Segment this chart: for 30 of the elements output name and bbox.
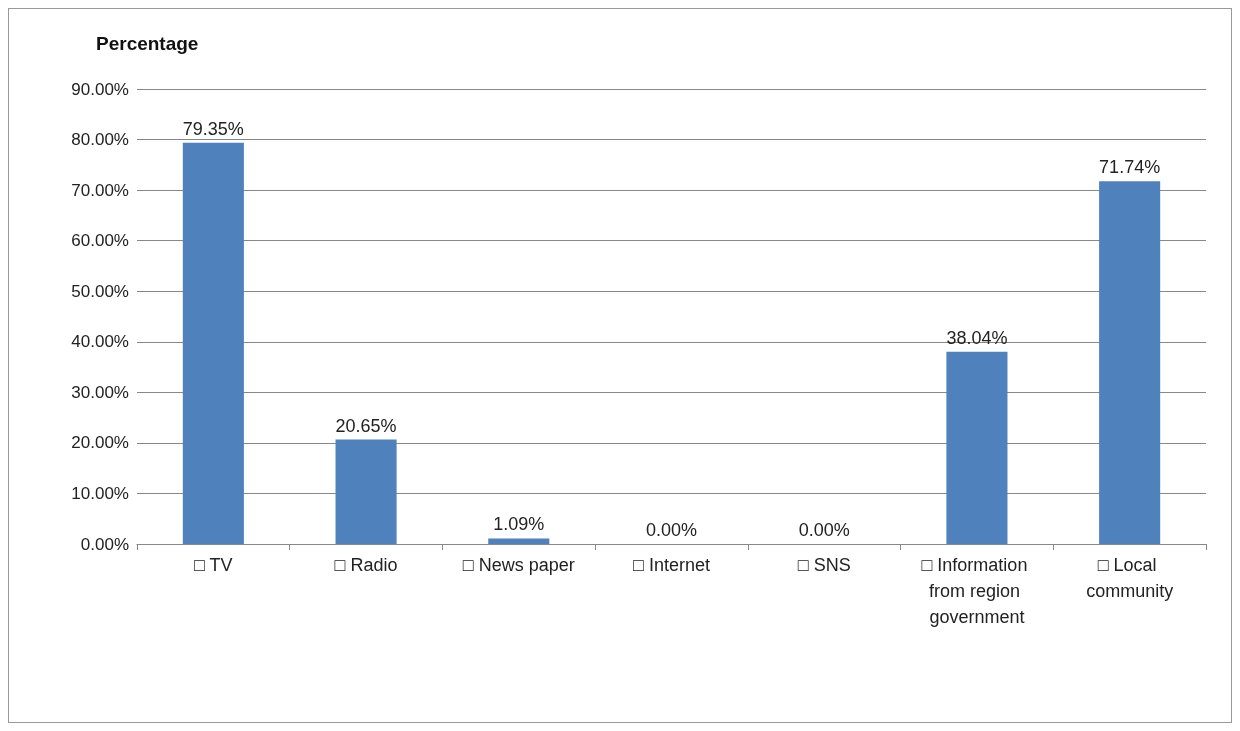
bar [1099, 181, 1161, 544]
data-label: 71.74% [1099, 157, 1161, 178]
data-label: 1.09% [493, 514, 545, 535]
bar [488, 538, 550, 544]
y-tick-label: 10.00% [71, 483, 129, 503]
bar [182, 142, 244, 544]
x-tick-label: □ Internet [633, 555, 710, 575]
y-tick-label: 30.00% [71, 382, 129, 402]
x-tick-label: □ Information from region government [921, 555, 1033, 627]
y-axis-title: Percentage [96, 33, 199, 54]
data-label: 0.00% [645, 520, 698, 540]
data-label: 38.04% [946, 327, 1008, 348]
x-tick-label: □ SNS [797, 555, 851, 575]
y-tick-label: 50.00% [71, 281, 129, 301]
x-tick-label: □ TV [194, 555, 233, 575]
x-tick-label: □ News paper [462, 555, 575, 575]
x-tick-label: □ Radio [334, 555, 398, 575]
data-label: 20.65% [335, 415, 397, 436]
y-tick-label: 0.00% [80, 534, 129, 554]
data-label: 79.35% [182, 118, 244, 139]
y-tick-label: 80.00% [71, 130, 129, 150]
y-tick-label: 20.00% [71, 433, 129, 453]
bar [946, 351, 1008, 544]
bar [335, 439, 397, 544]
data-label: 0.00% [798, 520, 850, 540]
y-tick-label: 60.00% [71, 231, 129, 251]
y-tick-label: 90.00% [71, 79, 129, 99]
x-tick-label: □ Local community [1086, 555, 1174, 601]
y-tick-label: 70.00% [71, 180, 129, 200]
y-tick-label: 40.00% [71, 332, 129, 352]
